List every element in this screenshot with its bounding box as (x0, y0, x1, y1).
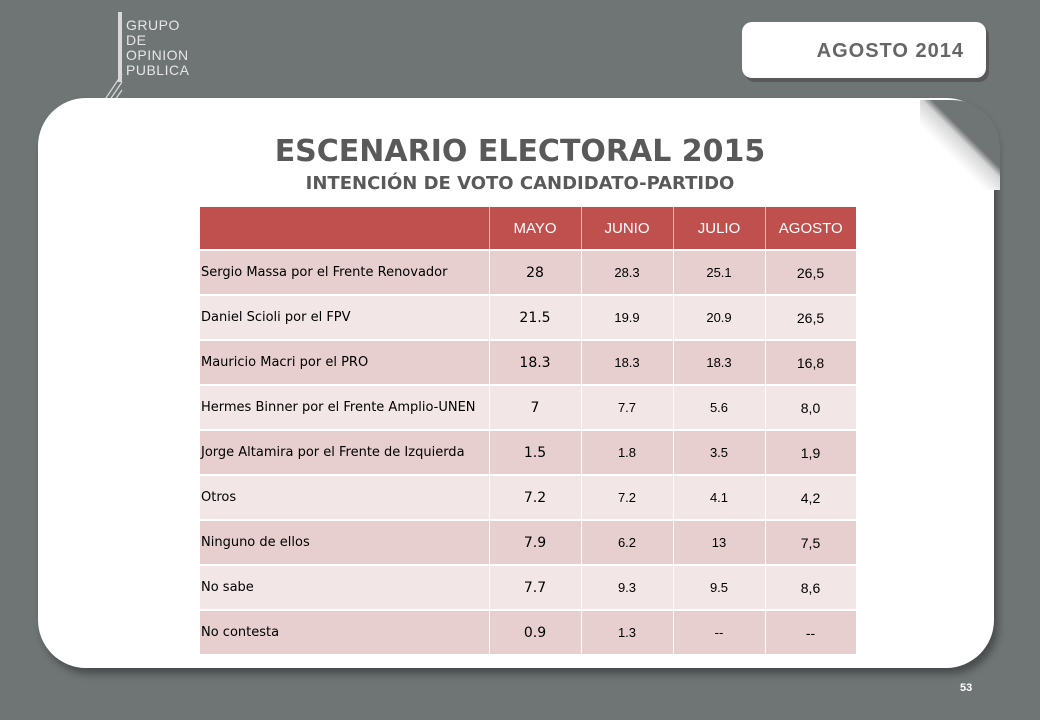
slide-subtitle: INTENCIÓN DE VOTO CANDIDATO-PARTIDO (305, 173, 735, 194)
row-label: Sergio Massa por el Frente Renovador (200, 249, 490, 295)
table-row: Otros 7.2 7.2 4.1 4,2 (200, 474, 857, 520)
table-row: No contesta 0.9 1.3 -- -- (200, 609, 857, 654)
header-agosto: AGOSTO (765, 207, 856, 250)
logo-bar (118, 12, 122, 82)
cell-junio: 7.2 (581, 474, 674, 520)
cell-agosto: 7,5 (765, 519, 857, 565)
cell-agosto: 26,5 (765, 294, 857, 340)
table-row: Daniel Scioli por el FPV 21.5 19.9 20.9 … (200, 294, 857, 340)
row-label: Jorge Altamira por el Frente de Izquierd… (200, 429, 490, 475)
cell-julio: 4.1 (673, 474, 766, 520)
page-number: 53 (960, 682, 973, 694)
cell-junio: 7.7 (581, 384, 674, 430)
table-row: Mauricio Macri por el PRO 18.3 18.3 18.3… (200, 339, 857, 385)
header-julio: JULIO (673, 207, 766, 250)
header-empty (200, 207, 490, 250)
date-badge: AGOSTO 2014 (742, 22, 986, 78)
cell-junio: 28.3 (581, 249, 674, 295)
logo-line: PUBLICA (126, 62, 190, 78)
cell-agosto: 16,8 (765, 339, 857, 385)
cell-junio: 1.3 (581, 609, 674, 654)
cell-julio: 20.9 (673, 294, 766, 340)
cell-julio: 3.5 (673, 429, 766, 475)
cell-agosto: 26,5 (765, 249, 857, 295)
logo-line: DE (126, 32, 147, 48)
cell-agosto: 8,6 (765, 564, 857, 610)
cell-mayo: 7 (489, 384, 582, 430)
table-header-row: MAYO JUNIO JULIO AGOSTO (200, 207, 856, 250)
table-row: Jorge Altamira por el Frente de Izquierd… (200, 429, 857, 475)
table-row: Hermes Binner por el Frente Amplio-UNEN … (200, 384, 857, 430)
row-label: Daniel Scioli por el FPV (200, 294, 490, 340)
cell-julio: -- (673, 609, 766, 654)
cell-julio: 5.6 (673, 384, 766, 430)
cell-mayo: 7.9 (489, 519, 582, 565)
cell-mayo: 7.7 (489, 564, 582, 610)
row-label: Mauricio Macri por el PRO (200, 339, 490, 385)
header-mayo: MAYO (489, 207, 582, 250)
table-row: Ninguno de ellos 7.9 6.2 13 7,5 (200, 519, 857, 565)
cell-mayo: 28 (489, 249, 582, 295)
page-curl-decoration (920, 100, 1000, 190)
row-label: Otros (200, 474, 490, 520)
slide-title: ESCENARIO ELECTORAL 2015 (274, 134, 766, 169)
cell-julio: 13 (673, 519, 766, 565)
grupo-opinion-publica-logo: GRUPO DE OPINION PUBLICA (96, 12, 216, 112)
logo-line: GRUPO (126, 17, 180, 33)
cell-junio: 9.3 (581, 564, 674, 610)
row-label: No sabe (200, 564, 490, 610)
cell-mayo: 18.3 (489, 339, 582, 385)
vote-intention-table: MAYO JUNIO JULIO AGOSTO Sergio Massa por… (200, 207, 857, 654)
cell-agosto: 1,9 (765, 429, 857, 475)
header-junio: JUNIO (581, 207, 674, 250)
row-label: Hermes Binner por el Frente Amplio-UNEN (200, 384, 490, 430)
cell-junio: 6.2 (581, 519, 674, 565)
logo-line: OPINION (126, 47, 189, 63)
cell-agosto: 4,2 (765, 474, 857, 520)
row-label: Ninguno de ellos (200, 519, 490, 565)
cell-agosto: -- (765, 609, 857, 654)
cell-junio: 19.9 (581, 294, 674, 340)
cell-julio: 25.1 (673, 249, 766, 295)
logo-text: GRUPO DE OPINION PUBLICA (126, 18, 189, 78)
cell-mayo: 1.5 (489, 429, 582, 475)
table-row: Sergio Massa por el Frente Renovador 28 … (200, 249, 857, 295)
cell-julio: 18.3 (673, 339, 766, 385)
cell-agosto: 8,0 (765, 384, 857, 430)
cell-junio: 1.8 (581, 429, 674, 475)
cell-mayo: 21.5 (489, 294, 582, 340)
cell-mayo: 7.2 (489, 474, 582, 520)
cell-junio: 18.3 (581, 339, 674, 385)
cell-julio: 9.5 (673, 564, 766, 610)
table-row: No sabe 7.7 9.3 9.5 8,6 (200, 564, 857, 610)
cell-mayo: 0.9 (489, 609, 582, 654)
row-label: No contesta (200, 609, 490, 654)
date-label: AGOSTO 2014 (816, 40, 964, 62)
